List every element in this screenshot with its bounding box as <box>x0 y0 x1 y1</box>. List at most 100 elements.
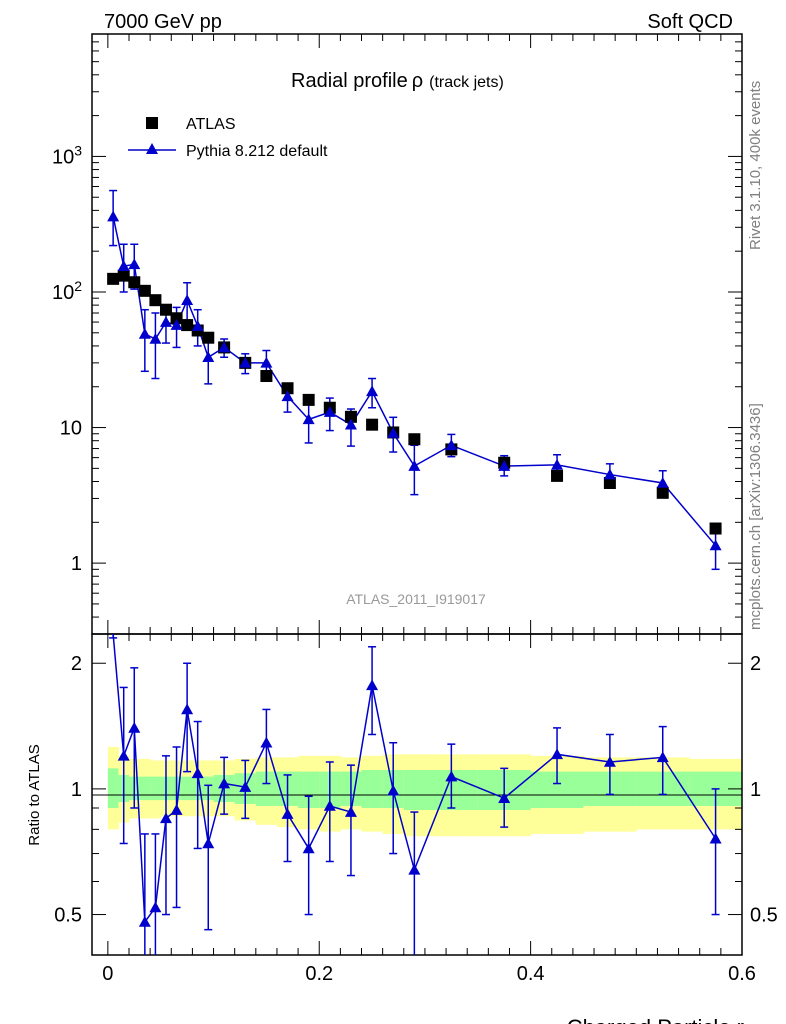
ratio-y-tick-label-left: 0.5 <box>54 905 82 927</box>
pythia-data-point <box>170 319 183 330</box>
ratio-band-green <box>361 769 384 808</box>
pythia-series-line <box>112 216 717 546</box>
atlas-data-point <box>344 410 357 423</box>
mcplots-reference-label: mcplots.cern.ch [arXiv:1306.3436] <box>747 403 764 630</box>
atlas-data-point <box>302 393 315 406</box>
ratio-y-tick-label-right: 1 <box>750 779 761 801</box>
legend-pythia-label: Pythia 8.212 default <box>186 143 328 160</box>
x-tick-label: 0.2 <box>305 963 333 985</box>
x-tick-label: 0.4 <box>517 963 545 985</box>
ratio-data-point <box>239 781 252 792</box>
main-y-tick-base: 10 <box>52 146 74 168</box>
main-y-tick-label: 102 <box>52 278 82 304</box>
ratio-uncertainty-bands <box>107 746 743 837</box>
ratio-panel-series <box>109 633 722 955</box>
pythia-data-point <box>323 406 336 417</box>
main-y-tick-exponent: 2 <box>74 278 82 294</box>
ratio-data-point <box>323 799 336 811</box>
ratio-data-point <box>387 784 400 796</box>
pythia-data-point <box>709 539 722 551</box>
ratio-data-point <box>302 842 315 854</box>
ratio-band-green <box>181 776 193 801</box>
ratio-series-line <box>112 633 717 925</box>
atlas-data-point <box>656 486 669 499</box>
ratio-data-point <box>260 736 273 748</box>
atlas-data-point <box>281 382 294 395</box>
pythia-data-point <box>149 333 162 344</box>
main-panel-series <box>107 189 722 571</box>
legend: ATLAS Pythia 8.212 default <box>128 116 328 160</box>
ratio-data-point <box>603 755 616 767</box>
ratio-y-tick-label-left: 1 <box>71 779 82 801</box>
ratio-y-tick-label-right: 0.5 <box>750 905 778 927</box>
rivet-version-label: Rivet 3.1.10, 400k events <box>747 81 764 250</box>
ratio-data-point <box>149 901 162 913</box>
pythia-data-point <box>117 260 130 271</box>
ratio-data-point <box>170 804 183 815</box>
ratio-data-point <box>181 703 194 715</box>
ratio-band-green <box>255 771 278 806</box>
pythia-data-point <box>239 356 252 368</box>
pythia-data-point <box>281 390 294 402</box>
x-tick-label: 0 <box>102 963 113 985</box>
ratio-data-point <box>551 748 564 760</box>
main-title-rho: ρ <box>412 70 423 92</box>
ratio-axis-ticks: 0.5 0.5 1 1 2 2 0 0.2 0.4 0.6 <box>54 634 778 985</box>
atlas-data-point <box>149 294 162 307</box>
ratio-band-green <box>107 768 119 808</box>
main-y-tick-label: 10 <box>60 418 82 440</box>
atlas-data-point <box>117 269 130 282</box>
atlas-data-point <box>551 469 564 482</box>
analysis-id-label: ATLAS_2011_I919017 <box>346 591 486 607</box>
atlas-data-point <box>138 284 151 297</box>
ratio-data-point <box>138 915 151 927</box>
pythia-data-point <box>445 439 458 451</box>
atlas-data-point <box>128 276 141 289</box>
atlas-data-point <box>202 331 215 344</box>
pythia-data-point <box>408 460 421 471</box>
ratio-data-point <box>408 863 421 875</box>
atlas-data-point <box>107 272 120 285</box>
ratio-data-point <box>366 679 379 691</box>
main-title: Radial profile ρ (track jets) <box>291 70 504 92</box>
atlas-data-point <box>603 476 616 489</box>
ratio-data-point <box>656 751 669 763</box>
ratio-y-tick-label-right: 2 <box>750 653 761 675</box>
ratio-data-point <box>191 767 204 779</box>
ratio-data-point <box>445 770 458 782</box>
pythia-data-point <box>138 327 151 339</box>
main-title-text: Radial profile <box>291 70 408 92</box>
pythia-data-point <box>302 413 315 425</box>
ratio-y-tick-label-left: 2 <box>71 653 82 675</box>
pythia-data-point <box>202 351 215 363</box>
pythia-data-point <box>387 427 400 438</box>
pythia-data-point <box>191 320 204 331</box>
pythia-data-point <box>159 316 172 327</box>
main-y-tick-label: 103 <box>52 142 82 168</box>
ratio-data-point <box>117 749 130 761</box>
ratio-data-point <box>202 837 215 849</box>
atlas-data-point <box>366 418 379 431</box>
pythia-data-point <box>218 341 231 353</box>
ratio-data-point <box>709 832 722 844</box>
pythia-data-point <box>603 468 616 480</box>
main-y-tick-label: 1 <box>71 553 82 575</box>
ratio-band-green <box>139 776 151 801</box>
pythia-data-point <box>181 294 194 305</box>
atlas-data-point <box>181 319 194 332</box>
pythia-data-point <box>344 418 357 430</box>
ratio-data-point <box>498 792 511 803</box>
ratio-panel-frame <box>91 633 743 956</box>
ratio-data-point <box>218 777 231 789</box>
ratio-y-axis-label: Ratio to ATLAS <box>26 744 43 845</box>
legend-atlas-marker <box>146 117 158 129</box>
pythia-data-point <box>366 385 379 397</box>
ratio-band-green <box>298 771 320 808</box>
pythia-data-point <box>260 356 273 368</box>
ratio-band-green <box>150 776 162 801</box>
ratio-data-point <box>159 812 172 824</box>
ratio-data-point <box>344 806 357 817</box>
header-process-label: Soft QCD <box>647 11 733 33</box>
